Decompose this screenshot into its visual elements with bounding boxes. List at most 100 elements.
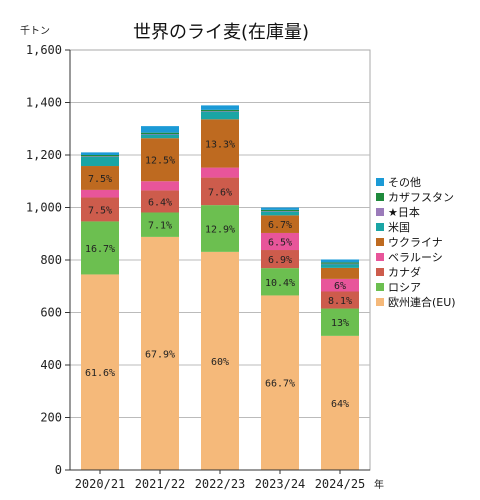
bar-segment [321, 263, 359, 268]
y-tick-label: 800 [40, 253, 62, 267]
x-tick-label: 2023/24 [255, 477, 306, 491]
bar-segment [141, 181, 179, 191]
bar-segment [321, 267, 359, 279]
bar-segment [321, 263, 359, 265]
axes: 0 200 400 600 800 1,000 1,200 1,400 1,600 2020/21… [26, 43, 384, 491]
bar-segment [141, 138, 179, 182]
bar-segment [261, 211, 299, 212]
data-label: 13.3% [205, 139, 235, 150]
y-tick-label: 1,400 [26, 96, 62, 110]
data-label: 6.5% [268, 237, 292, 248]
y-tick-label: 0 [55, 463, 62, 477]
bar-segment [321, 259, 359, 263]
bar-segment [81, 155, 119, 157]
bar-segment [141, 236, 179, 470]
bar-segment [141, 132, 179, 134]
legend-swatch [376, 208, 384, 216]
bar-segment [201, 109, 239, 112]
data-label: 7.5% [88, 174, 112, 185]
x-tick-label: 2022/23 [195, 477, 246, 491]
bar-segment [321, 262, 359, 264]
data-label: 66.7% [265, 379, 295, 390]
bar-segment [201, 119, 239, 168]
bar-segment [201, 111, 239, 112]
bar-segment [321, 278, 359, 292]
bar-segment [261, 207, 299, 210]
bar-segment [81, 156, 119, 167]
bar-segment [81, 189, 119, 198]
x-tick-label: 2024/25 [315, 477, 366, 491]
bar-segment [81, 156, 119, 157]
data-label: 7.5% [88, 205, 112, 216]
data-label: 6.7% [268, 220, 292, 231]
bar-segment [141, 190, 179, 213]
chart-title: 世界のライ麦(在庫量) [133, 22, 309, 43]
data-label: 60% [211, 357, 229, 368]
y-tick-label: 400 [40, 358, 62, 372]
x-tick-label: 2020/21 [75, 477, 126, 491]
bar-segment [261, 209, 299, 212]
data-label: 12.5% [145, 156, 175, 167]
bar-segment [321, 291, 359, 309]
bar-segment [141, 212, 179, 237]
data-label: 67.9% [145, 349, 175, 360]
bar-segment [81, 221, 119, 275]
data-label: 10.4% [265, 278, 295, 289]
y-axis-unit: 千トン [20, 25, 50, 37]
data-label: 61.6% [85, 368, 115, 379]
bar-segment [201, 105, 239, 110]
y-tick-label: 200 [40, 411, 62, 425]
legend-swatch [376, 178, 384, 186]
legend-label: その他 [388, 176, 421, 189]
bar-segment [261, 268, 299, 296]
y-tick-label: 600 [40, 306, 62, 320]
legend-swatch [376, 193, 384, 201]
legend-label: カザフスタン [388, 191, 454, 204]
bar-segment [201, 111, 239, 120]
data-label: 7.1% [148, 221, 172, 232]
data-label: 6.4% [148, 197, 172, 208]
legend-swatch [376, 238, 384, 246]
legend-swatch [376, 283, 384, 291]
y-tick-label: 1,200 [26, 148, 62, 162]
bar-segment [201, 177, 239, 206]
bar-segment [201, 205, 239, 252]
bars: 61.6% 16.7% 7.5% 7.5% 67.9% 7.1% 6.4% 12.5% 60% 1… [81, 105, 359, 470]
x-tick-label: 2021/22 [135, 477, 186, 491]
bar-segment [261, 215, 299, 233]
legend-label: 欧州連合(EU) [388, 295, 456, 309]
data-label: 6.9% [268, 255, 292, 266]
bar-segment [261, 250, 299, 269]
legend-label: ウクライナ [388, 236, 443, 249]
bar-segment [81, 166, 119, 190]
bar-segment [201, 167, 239, 178]
data-label: 16.7% [85, 244, 115, 255]
data-label: 6% [334, 281, 346, 292]
bar-segment [81, 152, 119, 155]
data-label: 12.9% [205, 225, 235, 236]
legend-label: ロシア [388, 281, 421, 294]
bar-segment [321, 308, 359, 336]
bar-segment [81, 274, 119, 470]
data-label: 7.6% [208, 187, 232, 198]
legend-swatch [376, 298, 384, 306]
bar-segment [141, 134, 179, 135]
bar-segment [261, 211, 299, 216]
bar-segment [81, 197, 119, 222]
bar-segment [141, 126, 179, 133]
legend-label: ベラルーシ [388, 251, 443, 264]
bar-segment [141, 134, 179, 139]
data-label: 8.1% [328, 296, 352, 307]
legend-swatch [376, 223, 384, 231]
data-label: 13% [331, 318, 349, 329]
legend-swatch [376, 268, 384, 276]
x-axis-label: 年 [374, 478, 384, 491]
data-label: 64% [331, 399, 349, 410]
bar-segment [321, 335, 359, 470]
y-tick-label: 1,000 [26, 201, 62, 215]
legend-label: ★日本 [388, 205, 420, 219]
legend-label: 米国 [388, 221, 410, 234]
legend-swatch [376, 253, 384, 261]
